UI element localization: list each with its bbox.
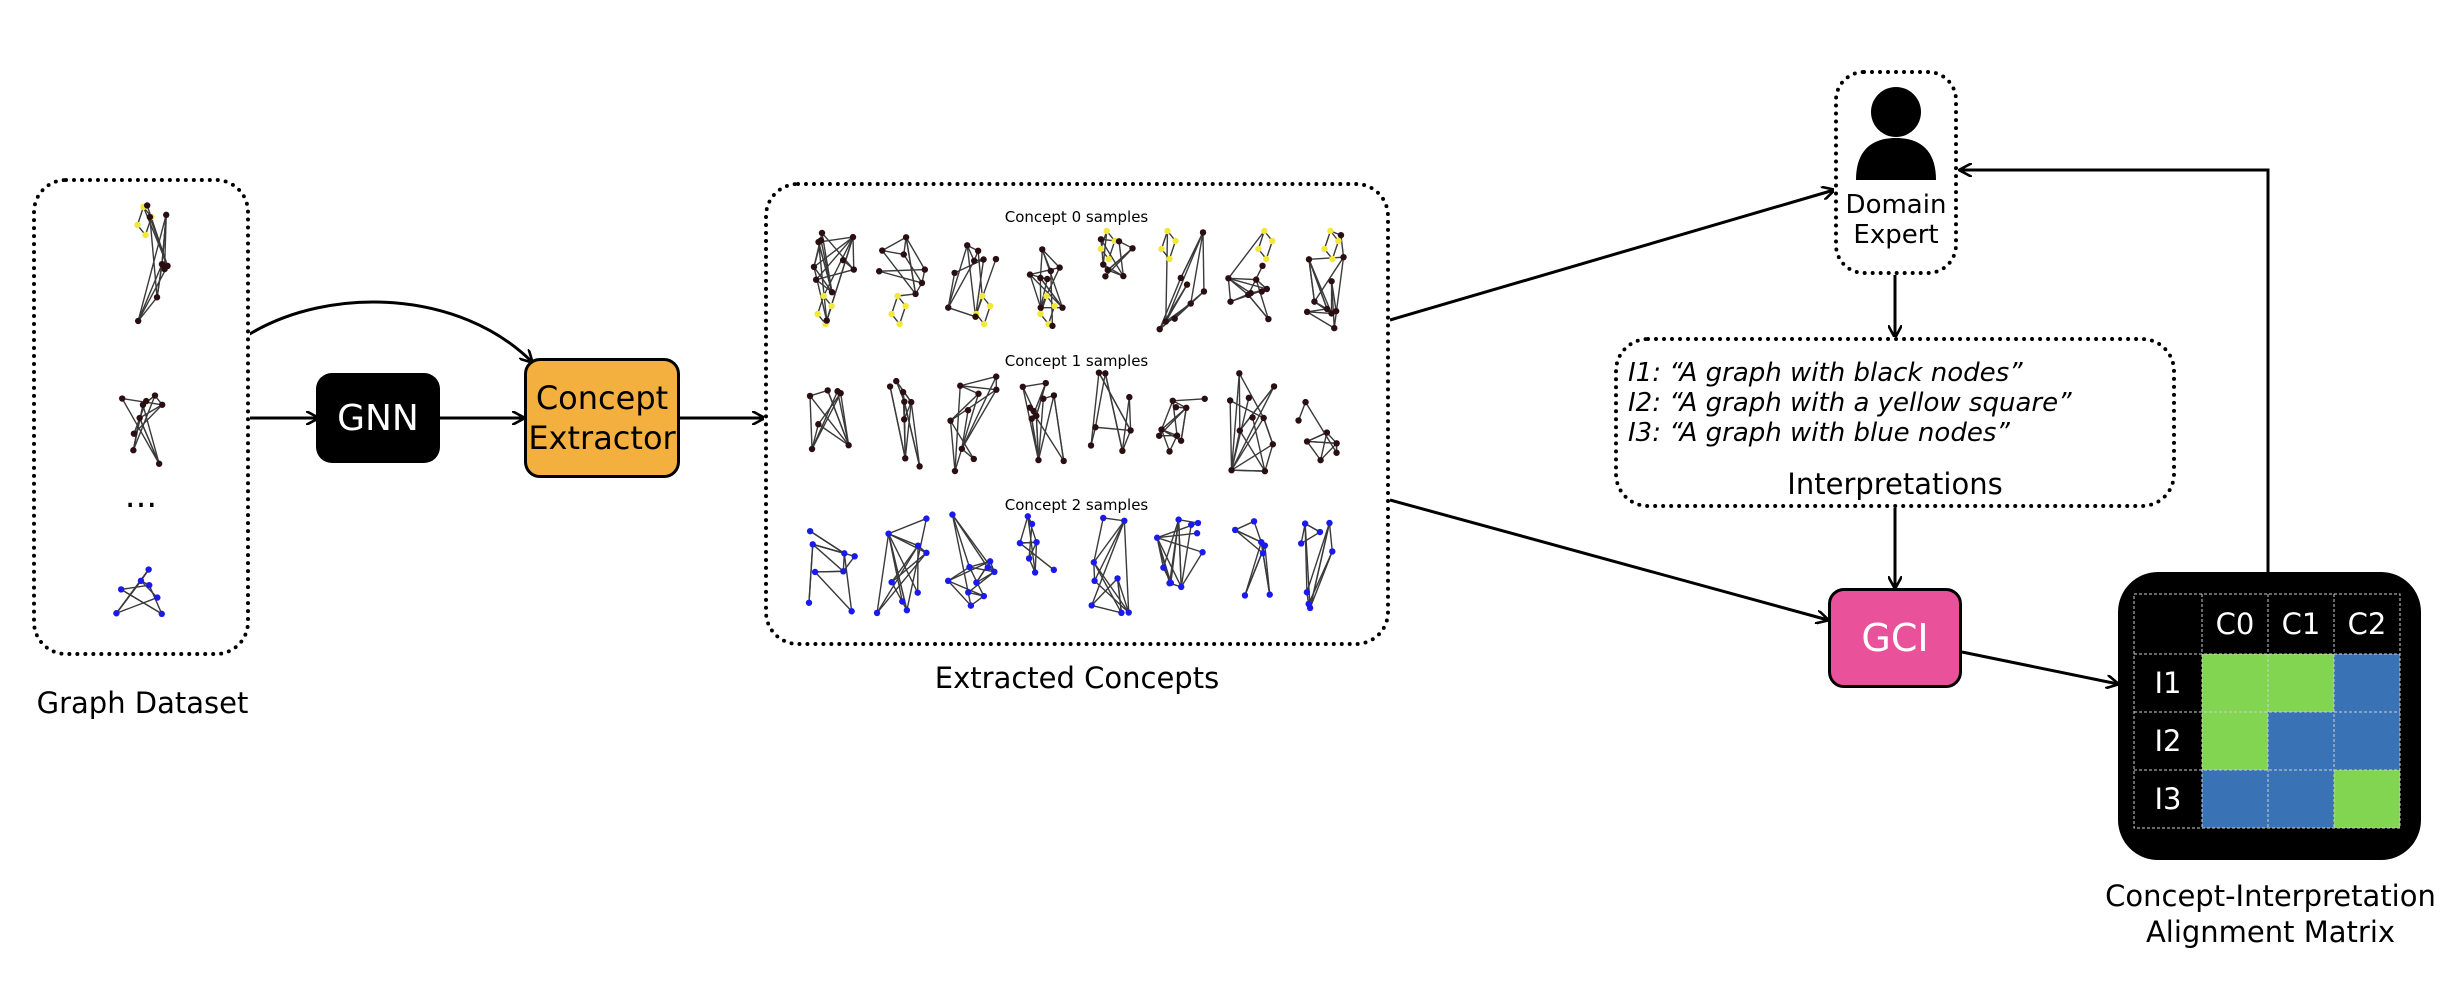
extracted-concepts-label: Extracted Concepts <box>934 661 1220 695</box>
concept-2-sample-graph <box>1231 518 1273 599</box>
interpretation-i1: I1: “A graph with black nodes” <box>1628 358 2023 388</box>
matrix-col-header: C0 <box>2215 607 2255 641</box>
dataset-graph <box>134 202 171 325</box>
arrow-matrix-to-expert <box>1960 170 2270 572</box>
matrix-row-header: I1 <box>2154 666 2182 700</box>
concept-2-sample-graph <box>873 515 930 617</box>
extractor-line2: Extractor <box>528 419 676 457</box>
extractor-line1: Concept <box>535 379 669 417</box>
concept-1-sample-graph <box>886 377 923 470</box>
concept-0-sample-graph <box>1156 227 1208 333</box>
concept-1-sample-graph <box>1295 398 1340 464</box>
concept-1-sample-graph <box>1226 370 1278 475</box>
concept-0-sample-graph <box>875 234 929 328</box>
alignment-matrix: C0 C1 C2 I1 I2 I3 <box>2118 572 2421 860</box>
matrix-row-header: I2 <box>2154 724 2182 758</box>
matrix-cell-green <box>2334 770 2400 828</box>
matrix-grid-lines <box>2133 593 2401 829</box>
matrix-col-header: C1 <box>2281 607 2321 641</box>
matrix-cell-blue <box>2334 712 2400 770</box>
matrix-row-header: I3 <box>2154 782 2182 816</box>
concept-2-sample-graph <box>1016 513 1058 576</box>
matrix-cell-green <box>2202 712 2268 770</box>
interpretation-i3: I3: “A graph with blue nodes” <box>1628 418 2010 448</box>
expert-line2: Expert <box>1853 220 1939 250</box>
expert-line1: Domain <box>1845 190 1947 220</box>
matrix-cell-blue <box>2268 770 2334 828</box>
matrix-cell-green <box>2202 654 2268 712</box>
matrix-col-header: C2 <box>2347 607 2387 641</box>
concept-1-sample-graph <box>1087 369 1134 455</box>
dataset-graphs <box>113 202 171 618</box>
concept-0-sample-graph <box>1026 246 1066 330</box>
dataset-ellipsis: ... <box>124 476 158 516</box>
concept-2-sample-graph <box>805 527 858 615</box>
concept-0-sample-graph <box>1303 227 1347 332</box>
arrow-dataset-to-extractor <box>247 300 532 362</box>
interpretation-i2: I2: “A graph with a yellow square” <box>1628 388 2072 418</box>
dataset-graph <box>119 392 166 467</box>
interpretations-label: Interpretations <box>1787 467 2003 501</box>
matrix-label-line2: Alignment Matrix <box>2145 915 2396 949</box>
matrix-cell-green <box>2268 654 2334 712</box>
concept-0-sample-graph <box>1097 227 1136 280</box>
arrow-gci-to-matrix <box>1961 650 2118 684</box>
concept-2-sample-graph <box>1088 514 1132 617</box>
concept-1-title: Concept 1 samples <box>1004 352 1149 370</box>
concept-1-sample-graph <box>947 373 1000 475</box>
arrow-concepts-to-expert <box>1389 190 1834 322</box>
extracted-concepts-box <box>764 182 1390 646</box>
graph-dataset-label: Graph Dataset <box>36 686 249 720</box>
concept-0-sample-graph <box>945 242 1000 328</box>
dataset-graph <box>113 566 165 618</box>
matrix-cell-blue <box>2268 712 2334 770</box>
matrix-cell-blue <box>2334 654 2400 712</box>
concept-2-sample-graph <box>944 511 998 609</box>
concept-0-title: Concept 0 samples <box>1004 208 1149 226</box>
concept-1-sample-graph <box>806 387 852 453</box>
gci-block: GCI <box>1828 588 1962 688</box>
concept-0-sample-graph <box>810 229 857 328</box>
gnn-label: GNN <box>337 397 419 439</box>
concept-2-title: Concept 2 samples <box>1004 496 1149 514</box>
concept-2-sample-graph <box>1153 516 1206 591</box>
concept-2-sample-graph <box>1297 519 1336 612</box>
concept-sample-graphs <box>805 227 1347 617</box>
concept-1-sample-graph <box>1155 395 1208 455</box>
matrix-label: Concept-Interpretation Alignment Matrix <box>2098 878 2443 950</box>
person-icon <box>1856 87 1936 180</box>
gci-label: GCI <box>1861 616 1929 660</box>
concept-extractor-block: Concept Extractor <box>524 358 680 478</box>
concept-1-sample-graph <box>1019 379 1067 465</box>
gnn-block: GNN <box>316 373 440 463</box>
matrix-cell-blue <box>2202 770 2268 828</box>
matrix-label-line1: Concept-Interpretation <box>2105 879 2436 913</box>
arrow-concepts-to-gci <box>1389 498 1828 620</box>
interpretations-box <box>1614 337 2176 508</box>
concept-0-sample-graph <box>1225 227 1276 323</box>
domain-expert-label: Domain Expert <box>1834 190 1958 250</box>
